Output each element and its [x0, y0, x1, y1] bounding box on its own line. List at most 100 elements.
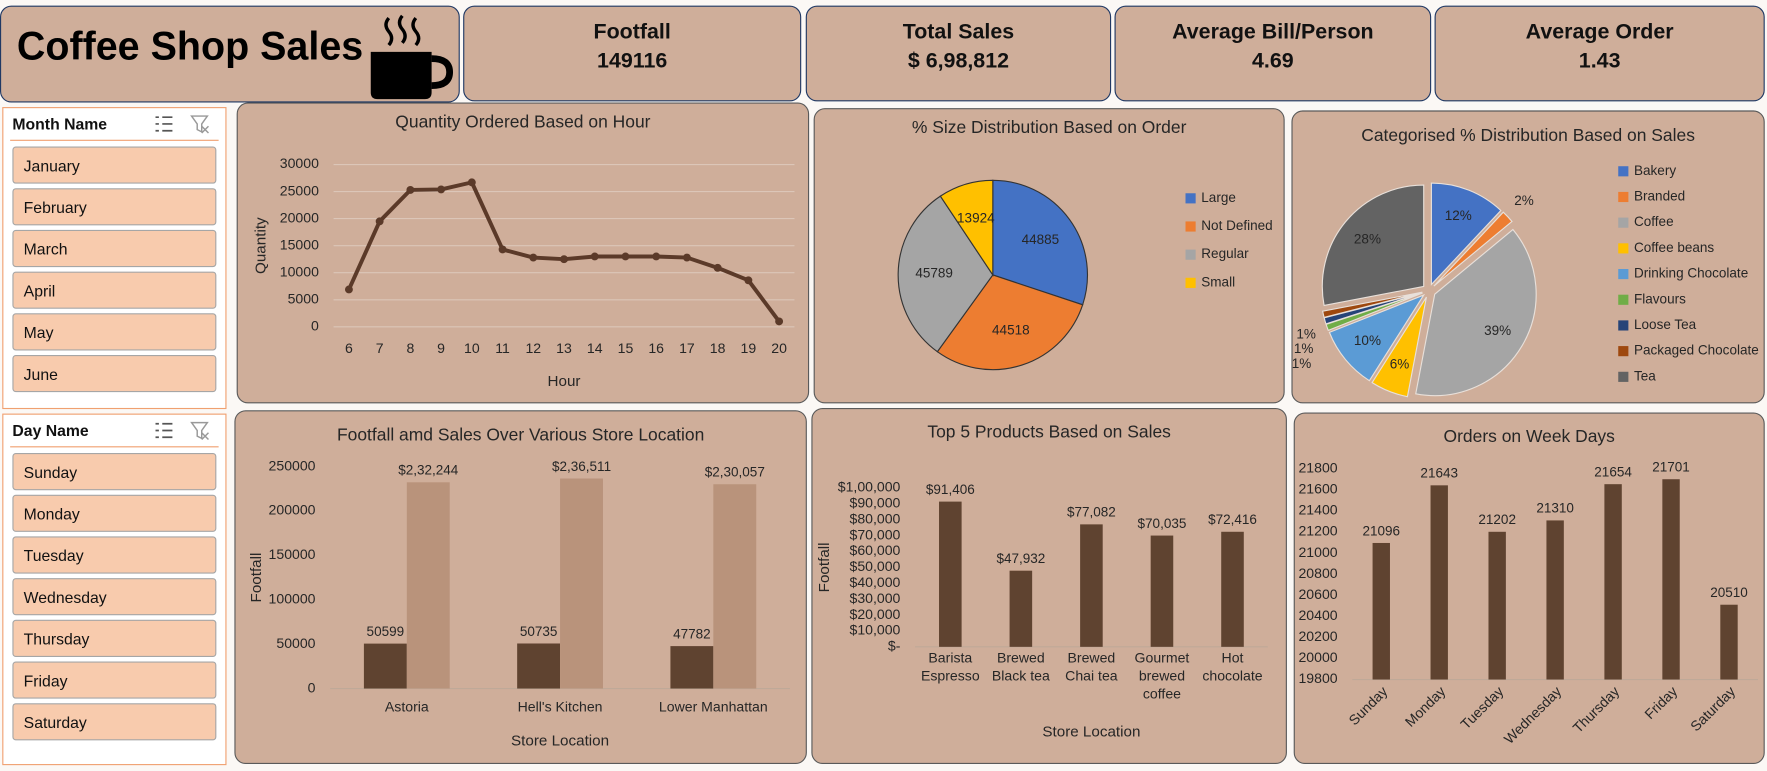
data-label: $47,932	[996, 551, 1045, 566]
slicer-item[interactable]: Saturday	[12, 703, 217, 741]
slicer-item[interactable]: February	[12, 188, 217, 226]
legend-swatch	[1618, 191, 1629, 203]
bar	[363, 643, 407, 689]
legend-label: Packaged Chocolate	[1634, 343, 1759, 358]
bar	[1150, 535, 1174, 647]
legend-swatch	[1185, 249, 1196, 260]
chart-title: % Size Distribution Based on Order	[912, 117, 1187, 137]
slicer-item[interactable]: May	[12, 313, 217, 351]
data-label: 21643	[1420, 466, 1458, 481]
slicer-item[interactable]: Thursday	[12, 619, 217, 657]
slicer-item[interactable]: Friday	[12, 661, 217, 699]
y-tick-label: 20000	[1298, 649, 1337, 665]
pie-slice	[939, 179, 994, 277]
kpi-label: Footfall	[593, 20, 671, 44]
y-tick-label: 21800	[1298, 460, 1337, 476]
data-label: 39%	[1484, 323, 1511, 338]
data-label: 44885	[1022, 232, 1060, 247]
chart-panel: % Size Distribution Based on Order 44885 4…	[813, 108, 1285, 404]
kpi-value: 4.69	[1251, 49, 1294, 74]
slicer-item[interactable]: June	[12, 354, 217, 393]
data-label: $70,035	[1138, 516, 1187, 531]
chart-title: Categorised % Distribution Based on Sale…	[1361, 125, 1695, 145]
x-tick-label: 6	[345, 340, 353, 356]
slicer-item[interactable]: January	[12, 146, 217, 184]
kpi-value: $ 6,98,812	[907, 49, 1010, 74]
data-label: $2,30,057	[705, 465, 765, 480]
slicer-header: Month Name	[10, 108, 219, 141]
data-label: $2,36,511	[552, 459, 611, 474]
data-label: $2,32,244	[398, 463, 459, 478]
line-marker	[437, 185, 446, 194]
data-label: 28%	[1354, 231, 1381, 246]
legend-label: Flavours	[1634, 291, 1686, 306]
line-marker	[621, 252, 630, 261]
kpi-label: Average Bill/Person	[1172, 20, 1374, 44]
y-tick-label: 50000	[276, 635, 315, 651]
bar	[1221, 531, 1244, 647]
bar	[1430, 485, 1448, 680]
x-tick-label: Friday	[1641, 682, 1681, 722]
kpi-value: 149116	[597, 49, 668, 74]
y-tick-label: 21200	[1298, 523, 1337, 539]
slicer-icons[interactable]	[151, 113, 214, 136]
legend-label: Tea	[1634, 368, 1656, 383]
slicer-item[interactable]: Sunday	[12, 453, 217, 491]
slicer-item[interactable]: April	[12, 271, 217, 309]
y-tick-label: $90,000	[850, 495, 901, 511]
x-tick-label: Astoria	[385, 698, 429, 714]
y-tick-label: 21400	[1298, 502, 1337, 518]
legend-label: Not Defined	[1201, 218, 1272, 233]
slicer-item[interactable]: Monday	[12, 494, 217, 532]
x-tick-label: 20	[771, 340, 787, 356]
kpi-card: Total Sales $ 6,98,812	[805, 5, 1112, 102]
y-tick-label: 250000	[269, 457, 316, 473]
legend-swatch	[1618, 243, 1629, 254]
data-label: 6%	[1390, 357, 1410, 372]
y-tick-label: $30,000	[850, 590, 901, 606]
x-tick-label: 18	[710, 340, 726, 356]
pie-slice	[1328, 293, 1426, 382]
y-tick-label: 20000	[280, 209, 319, 225]
pie-slice	[1433, 211, 1513, 287]
x-tick-label: 17	[679, 340, 695, 356]
slicer-item[interactable]: Wednesday	[12, 578, 217, 616]
pie-chart: % Size Distribution Based on Order 44885 4…	[897, 117, 1273, 371]
chart-title: Orders on Week Days	[1444, 426, 1616, 446]
y-tick-label: 5000	[288, 290, 319, 306]
y-tick-label: $10,000	[850, 622, 901, 638]
x-tick-label: 11	[495, 340, 510, 356]
bar	[1488, 531, 1506, 680]
data-label: 1%	[1292, 356, 1312, 371]
x-tick-label: Thursday	[1570, 682, 1623, 735]
bar	[939, 501, 962, 647]
x-tick-label: Brewed Black tea	[991, 650, 1050, 685]
slicer-icons[interactable]	[151, 419, 214, 442]
x-tick-label: 10	[464, 340, 480, 356]
bar-chart: Footfall amd Sales Over Various Store Lo…	[248, 425, 790, 750]
legend-label: Small	[1201, 274, 1235, 289]
y-tick-label: 20200	[1298, 628, 1337, 644]
x-tick-label: 8	[406, 340, 414, 356]
line-marker	[467, 178, 476, 187]
data-label: 50599	[367, 624, 405, 639]
data-label: 2%	[1514, 193, 1534, 208]
pie-chart: Categorised % Distribution Based on Sale…	[1292, 125, 1759, 398]
kpi-card: Average Bill/Person 4.69	[1114, 5, 1432, 102]
y-tick-label: 0	[311, 318, 319, 334]
y-tick-label: $40,000	[850, 574, 901, 590]
x-tick-label-box: Brewed Black tea	[991, 650, 1050, 685]
bar	[517, 643, 561, 689]
legend-label: Branded	[1634, 189, 1685, 204]
x-tick-label: Brewed Chai tea	[1065, 650, 1118, 685]
bar	[1009, 570, 1033, 647]
slicer-item[interactable]: Tuesday	[12, 536, 217, 574]
dashboard-title: Coffee Shop Sales	[16, 24, 364, 69]
pie-slice	[1430, 182, 1502, 286]
data-label: $91,406	[926, 482, 975, 497]
chart-panel: Categorised % Distribution Based on Sale…	[1291, 110, 1765, 404]
day-slicer: Day Name Sunday Monday Tuesday Wednesday Thu…	[2, 413, 227, 766]
slicer-item[interactable]: March	[12, 229, 217, 268]
kpi-label: Average Order	[1525, 20, 1674, 44]
